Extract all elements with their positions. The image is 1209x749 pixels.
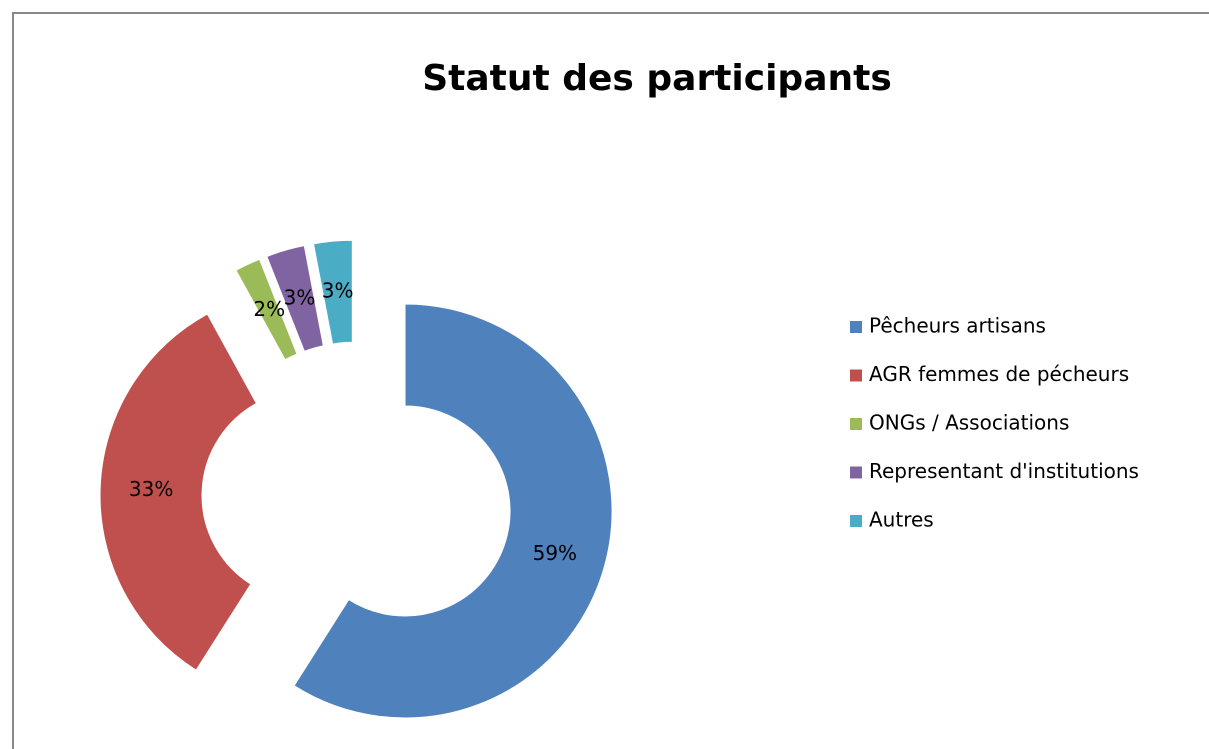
slice [293, 303, 613, 719]
legend-swatch [850, 369, 862, 382]
legend-label: Representant d'institutions [869, 459, 1139, 483]
data-label: 3% [284, 286, 316, 310]
slice [99, 313, 258, 671]
slice [312, 239, 353, 345]
chart-title: Statut des participants [422, 58, 892, 99]
data-label: 3% [322, 278, 354, 302]
legend-swatch [850, 418, 862, 430]
legend-label: Autres [869, 508, 934, 532]
legend-swatch [850, 515, 862, 527]
legend-swatch [850, 321, 862, 333]
slice [266, 245, 324, 353]
legend-label: ONGs / Associations [869, 411, 1069, 435]
legend-swatch [850, 466, 862, 479]
data-label: 59% [533, 541, 577, 565]
legend-label: Pêcheurs artisans [869, 314, 1046, 338]
slice [235, 258, 298, 361]
data-label: 33% [129, 477, 173, 501]
legend-label: AGR femmes de pécheurs [869, 362, 1129, 386]
data-label: 2% [253, 297, 285, 321]
